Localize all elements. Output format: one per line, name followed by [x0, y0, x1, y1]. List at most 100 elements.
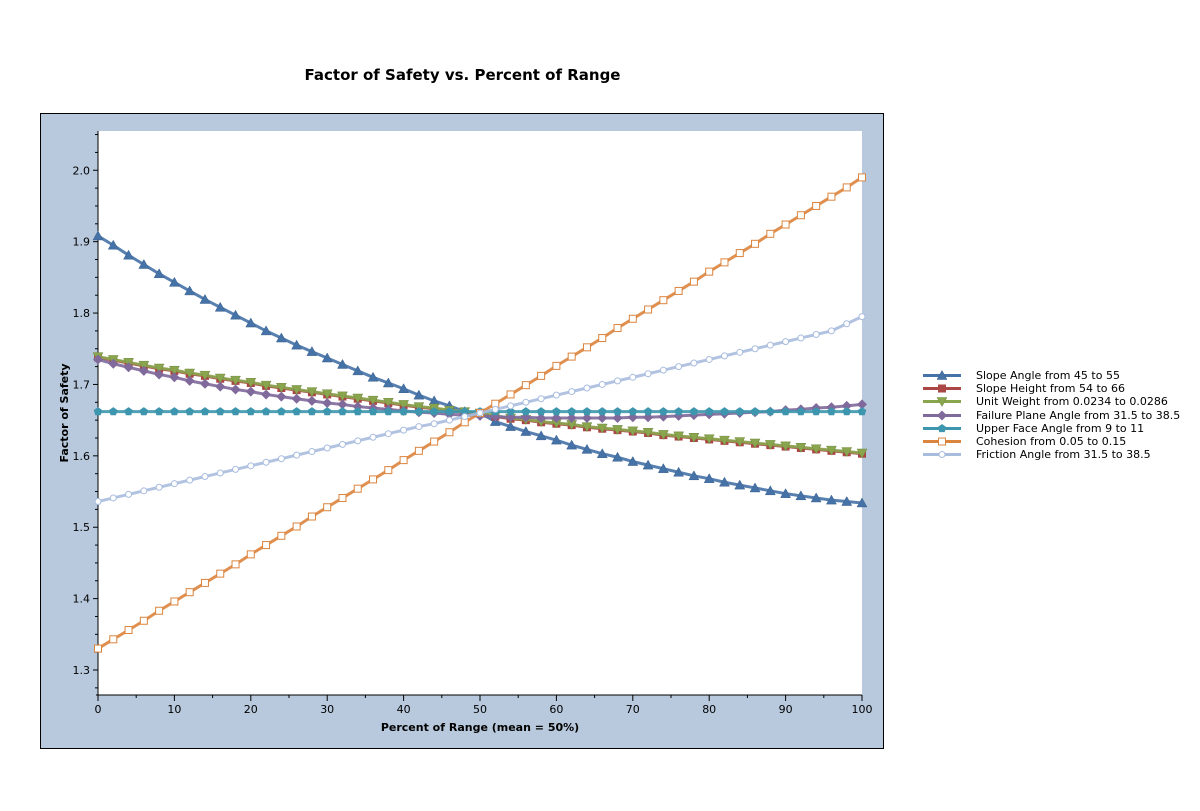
data-point	[277, 455, 285, 463]
data-point	[307, 407, 317, 416]
legend-swatch	[923, 423, 961, 432]
data-point	[460, 407, 469, 416]
data-point	[109, 407, 118, 416]
data-point	[231, 407, 240, 416]
data-point	[352, 393, 364, 404]
data-point	[551, 412, 562, 423]
data-point	[612, 412, 623, 423]
data-point	[628, 407, 638, 416]
data-point	[598, 380, 606, 388]
data-point	[93, 354, 103, 365]
data-point	[230, 384, 241, 395]
data-point	[781, 407, 790, 416]
data-point	[566, 412, 577, 423]
data-point	[643, 407, 653, 416]
data-point	[107, 239, 119, 250]
data-point	[214, 301, 226, 312]
data-point	[476, 409, 484, 417]
data-point	[261, 407, 271, 416]
data-point	[140, 487, 148, 495]
series-group	[94, 313, 866, 506]
data-point	[688, 470, 700, 481]
legend-label: Failure Plane Angle from 31.5 to 38.5	[976, 408, 1181, 422]
data-point	[780, 488, 792, 498]
y-tick-label: 1.8	[73, 307, 91, 320]
data-point	[199, 378, 210, 389]
data-point	[232, 465, 240, 473]
data-point	[293, 451, 301, 459]
data-point	[123, 249, 134, 260]
legend-marker	[938, 451, 946, 459]
data-point	[262, 458, 270, 466]
data-point	[445, 407, 454, 416]
data-point	[292, 522, 301, 531]
data-point	[674, 407, 683, 416]
data-point	[153, 268, 165, 279]
data-point	[155, 483, 163, 491]
data-point	[780, 441, 792, 452]
data-point	[400, 426, 408, 434]
y-tick-label: 1.3	[73, 664, 91, 677]
data-point	[827, 327, 835, 335]
data-point	[521, 381, 530, 390]
data-point	[536, 412, 547, 423]
data-point	[596, 448, 608, 458]
legend-item: Unit Weight from 0.0234 to 0.0286	[922, 395, 1180, 408]
data-point	[749, 482, 761, 493]
data-point	[627, 426, 639, 437]
data-point	[154, 407, 164, 416]
data-point	[367, 371, 379, 382]
legend-swatch	[923, 451, 961, 459]
data-point	[262, 541, 271, 550]
data-point	[567, 352, 576, 361]
data-point	[550, 434, 562, 445]
data-point	[337, 358, 348, 369]
data-point	[168, 276, 180, 287]
data-point	[856, 497, 868, 508]
legend-label: Upper Face Angle from 9 to 11	[976, 421, 1145, 435]
data-point	[566, 439, 578, 450]
data-point	[568, 388, 576, 396]
data-point	[200, 578, 209, 587]
legend-label: Friction Angle from 31.5 to 38.5	[976, 448, 1151, 462]
data-point	[644, 305, 653, 314]
data-point	[399, 456, 408, 465]
data-point	[628, 314, 637, 323]
data-point	[657, 463, 669, 473]
data-point	[766, 229, 775, 238]
data-point	[139, 407, 149, 416]
legend-item: Slope Angle from 45 to 55	[922, 369, 1180, 382]
y-tick-label: 1.6	[73, 450, 91, 463]
data-point	[138, 360, 150, 371]
data-point	[659, 407, 668, 416]
data-point	[841, 400, 852, 411]
axes: 0 10 20 30 40 50 60 70 80 90 100 1.3 1.4 1.5 1.6 1.7 1.8…	[73, 131, 873, 716]
data-point	[858, 313, 866, 321]
legend-marker	[937, 423, 947, 432]
data-point	[414, 446, 423, 455]
data-point	[827, 407, 836, 416]
data-point	[506, 407, 515, 416]
legend-item: Cohesion from 0.05 to 0.15	[922, 435, 1180, 448]
data-point	[384, 430, 392, 438]
data-point	[415, 423, 423, 431]
data-point	[338, 407, 347, 416]
data-point	[536, 407, 546, 416]
data-point	[230, 375, 241, 386]
data-point	[719, 476, 730, 487]
data-point	[734, 479, 746, 490]
legend-swatch	[923, 410, 961, 421]
data-point	[841, 496, 853, 506]
data-point	[291, 393, 302, 404]
legend-marker	[936, 397, 948, 408]
data-point	[398, 400, 410, 410]
data-point	[612, 425, 623, 435]
data-point	[170, 407, 179, 416]
data-point	[354, 437, 362, 445]
data-point	[596, 423, 608, 434]
data-point	[582, 407, 592, 416]
data-point	[168, 365, 180, 376]
legend-swatch	[923, 370, 961, 380]
data-point	[613, 324, 622, 333]
